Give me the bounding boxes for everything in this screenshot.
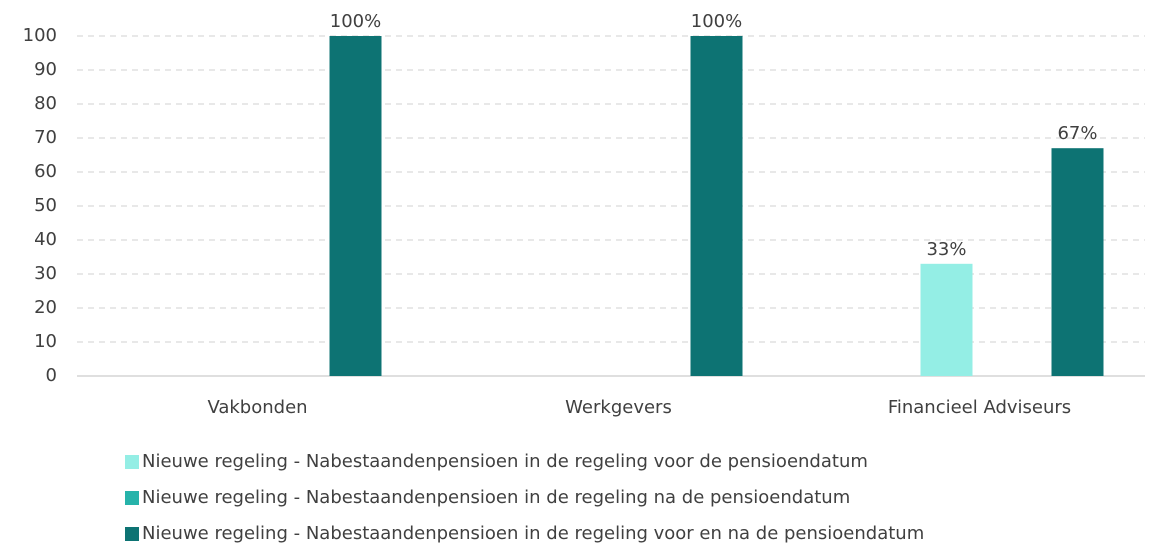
y-tick-label: 60 bbox=[34, 161, 57, 182]
y-tick-label: 30 bbox=[34, 263, 57, 284]
y-tick-label: 100 bbox=[23, 25, 57, 46]
legend-swatch bbox=[125, 455, 139, 469]
y-tick-label: 50 bbox=[34, 195, 57, 216]
bar bbox=[329, 36, 382, 376]
data-label: 67% bbox=[1057, 123, 1097, 144]
legend-label: Nieuwe regeling - Nabestaandenpensioen i… bbox=[142, 451, 868, 472]
bar bbox=[690, 36, 743, 376]
y-tick-label: 40 bbox=[34, 229, 57, 250]
legend-swatch bbox=[125, 527, 139, 541]
x-tick-label: Vakbonden bbox=[207, 397, 307, 418]
legend-label: Nieuwe regeling - Nabestaandenpensioen i… bbox=[142, 487, 850, 508]
data-label: 100% bbox=[330, 11, 381, 32]
bar bbox=[1051, 148, 1104, 376]
data-label: 100% bbox=[691, 11, 742, 32]
bar bbox=[920, 263, 973, 376]
y-tick-label: 10 bbox=[34, 331, 57, 352]
data-label: 33% bbox=[926, 239, 966, 260]
y-tick-label: 90 bbox=[34, 59, 57, 80]
x-tick-label: Financieel Adviseurs bbox=[888, 397, 1071, 418]
legend-swatch bbox=[125, 491, 139, 505]
y-tick-label: 70 bbox=[34, 127, 57, 148]
x-tick-label: Werkgevers bbox=[565, 397, 672, 418]
y-tick-label: 0 bbox=[46, 365, 57, 386]
legend-label: Nieuwe regeling - Nabestaandenpensioen i… bbox=[142, 523, 924, 544]
y-tick-label: 20 bbox=[34, 297, 57, 318]
y-tick-label: 80 bbox=[34, 93, 57, 114]
